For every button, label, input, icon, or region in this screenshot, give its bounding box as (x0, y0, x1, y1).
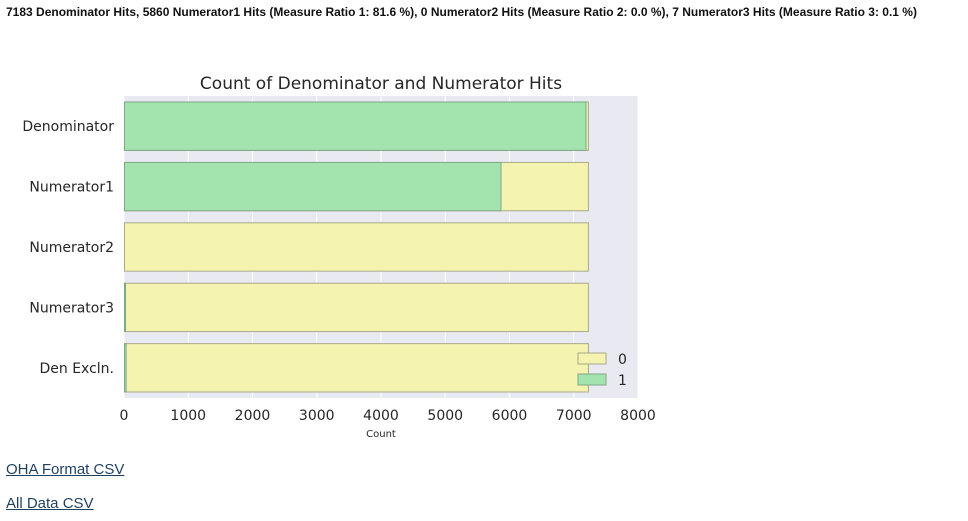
bar-denominator-series-1 (124, 101, 587, 151)
oha-format-csv-link[interactable]: OHA Format CSV (6, 461, 125, 478)
bar-den-excln--series-0 (124, 343, 589, 393)
category-label: Numerator2 (29, 240, 114, 256)
x-tick-label: 2000 (235, 408, 271, 424)
bar-den-excln--series-1 (124, 343, 127, 393)
bar-numerator3-series-0 (124, 282, 589, 333)
x-tick-label: 1000 (170, 408, 206, 424)
x-tick-label: 5000 (427, 408, 463, 424)
all-data-csv-link[interactable]: All Data CSV (6, 495, 94, 512)
x-axis-label: Count (366, 429, 396, 440)
x-tick-label: 0 (120, 408, 129, 424)
legend: 01 (577, 352, 627, 389)
legend-label: 0 (618, 352, 627, 368)
bars (124, 101, 589, 393)
bar-chart: Count of Denominator and Numerator Hits … (22, 74, 656, 440)
x-tick-label: 7000 (556, 408, 592, 424)
x-tick-label: 3000 (299, 408, 335, 424)
x-tick-label: 6000 (492, 408, 528, 424)
legend-swatch (577, 352, 607, 365)
category-label: Denominator (22, 119, 114, 135)
x-tick-label: 8000 (620, 408, 656, 424)
summary-text: 7183 Denominator Hits, 5860 Numerator1 H… (6, 5, 917, 19)
bar-numerator3-series-1 (124, 282, 126, 333)
category-label: Numerator3 (29, 300, 114, 316)
bar-numerator1-series-1 (124, 161, 502, 212)
legend-label: 1 (618, 373, 627, 389)
chart-title: Count of Denominator and Numerator Hits (200, 74, 562, 94)
category-label: Numerator1 (29, 180, 114, 196)
x-tick-label: 4000 (363, 408, 399, 424)
category-label: Den Excln. (39, 361, 114, 377)
x-tick-labels: 0 1000 2000 3000 4000 5000 6000 7000 8000 (120, 408, 656, 424)
category-labels: Denominator Numerator1 Numerator2 Numerator… (22, 119, 114, 377)
legend-swatch (577, 373, 607, 386)
bar-numerator2-series-0 (124, 222, 589, 272)
